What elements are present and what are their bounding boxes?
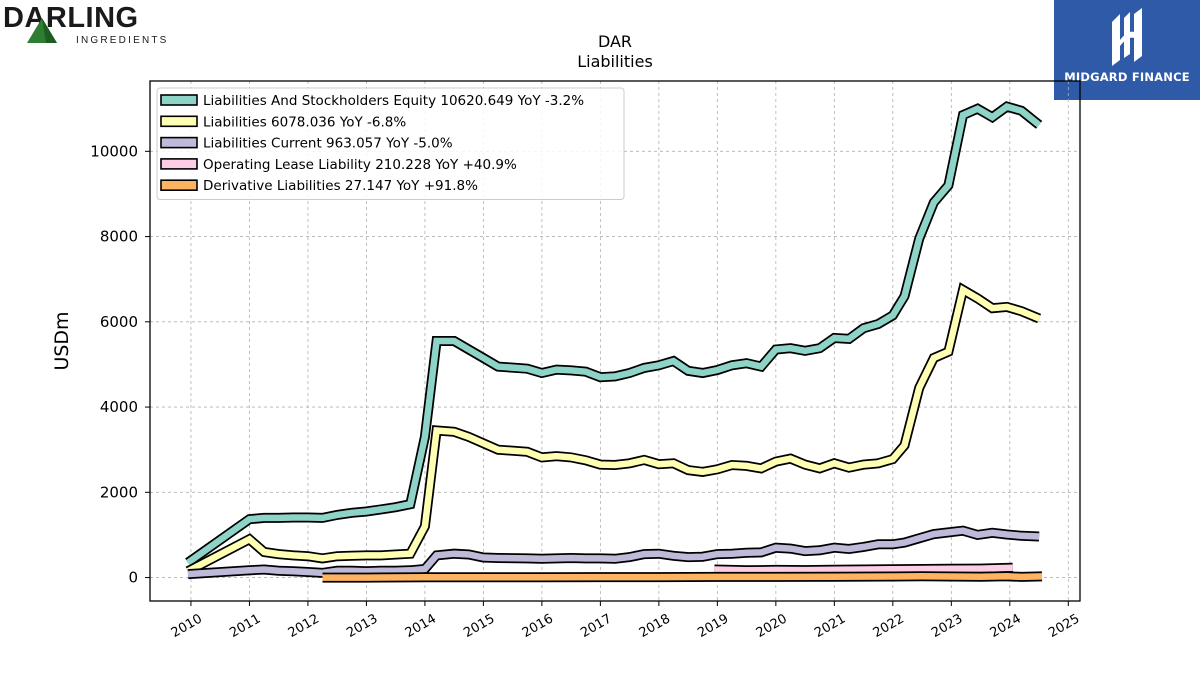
chart-title: DAR <box>597 32 633 51</box>
legend-label: Operating Lease Liability 210.228 YoY +4… <box>203 157 517 173</box>
x-tick-label: 2011 <box>227 611 263 641</box>
y-tick-label: 4000 <box>100 398 138 416</box>
series-operating-lease-liability <box>714 562 1013 576</box>
legend-swatch <box>160 136 198 149</box>
midgard-logo-text: MIDGARD FINANCE <box>1064 70 1190 84</box>
y-axis-ticks: 0 2000 4000 6000 8000 10000 <box>90 142 150 587</box>
darling-logo: DARLING INGREDIENTS <box>0 0 180 50</box>
series-line <box>186 284 1041 575</box>
legend-item: Derivative Liabilities 27.147 YoY +91.8% <box>160 178 478 194</box>
midgard-finance-logo: MIDGARD FINANCE <box>1054 0 1200 100</box>
legend-swatch <box>160 94 198 106</box>
series-lines <box>185 101 1043 583</box>
legend-item: Liabilities And Stockholders Equity 1062… <box>160 93 584 109</box>
legend-item: Operating Lease Liability 210.228 YoY +4… <box>160 157 517 173</box>
legend-swatch <box>160 158 198 170</box>
y-tick-label: 0 <box>128 569 138 587</box>
legend-item: Liabilities 6078.036 YoY -6.8% <box>160 114 406 130</box>
x-tick-label: 2012 <box>286 611 322 641</box>
series-derivative-liabilities <box>322 571 1043 583</box>
x-tick-label: 2015 <box>461 611 497 641</box>
x-tick-label: 2020 <box>754 611 790 641</box>
y-tick-label: 8000 <box>100 228 138 246</box>
x-tick-label: 2019 <box>695 611 731 641</box>
x-tick-label: 2018 <box>637 611 673 641</box>
legend-label: Liabilities Current 963.057 YoY -5.0% <box>203 136 453 152</box>
legend-label: Liabilities And Stockholders Equity 1062… <box>203 93 584 109</box>
legend-item: Liabilities Current 963.057 YoY -5.0% <box>160 136 453 152</box>
series-liabilities-and-stockholders-equity <box>185 101 1043 567</box>
legend-label: Derivative Liabilities 27.147 YoY +91.8% <box>203 178 478 194</box>
series-line <box>714 564 1013 574</box>
x-tick-label: 2024 <box>988 611 1024 641</box>
legend-swatch <box>160 115 198 128</box>
plot-frame <box>149 80 1081 602</box>
x-tick-label: 2016 <box>520 611 556 641</box>
legend-box <box>156 87 625 200</box>
legend-swatch <box>160 179 198 191</box>
x-tick-label: 2010 <box>169 611 205 641</box>
series-line <box>187 527 1040 578</box>
legend-label: Liabilities 6078.036 YoY -6.8% <box>203 114 406 130</box>
series-line <box>322 573 1043 581</box>
leaf-mountain-shade-icon <box>42 18 57 43</box>
legend: Liabilities And Stockholders Equity 1062… <box>156 87 625 200</box>
darling-logo-brand: DARLING <box>3 2 139 34</box>
y-axis-label: USDm <box>51 311 73 370</box>
x-tick-label: 2022 <box>871 611 907 641</box>
x-tick-label: 2013 <box>344 611 380 641</box>
x-tick-label: 2021 <box>812 611 848 641</box>
darling-logo-graphic: DARLING INGREDIENTS <box>3 2 169 46</box>
y-tick-label: 6000 <box>100 313 138 331</box>
y-tick-label: 10000 <box>90 142 138 160</box>
darling-logo-sub: INGREDIENTS <box>76 35 169 46</box>
series-line <box>186 103 1042 566</box>
x-axis-ticks: 2010 2011 2012 2013 2014 2015 2016 2017 2018 2019… <box>169 601 1082 641</box>
x-tick-label: 2023 <box>929 611 965 641</box>
chart-subtitle: Liabilities <box>577 52 653 71</box>
series-liabilities <box>185 282 1042 576</box>
midgard-emblem-icon <box>1112 8 1142 66</box>
chart-title-block: DAR Liabilities <box>415 32 815 72</box>
series-liabilities-current <box>187 525 1040 580</box>
x-tick-label: 2014 <box>403 611 439 641</box>
y-tick-label: 2000 <box>100 483 138 501</box>
x-tick-label: 2017 <box>578 611 614 641</box>
x-tick-label: 2025 <box>1046 611 1082 641</box>
